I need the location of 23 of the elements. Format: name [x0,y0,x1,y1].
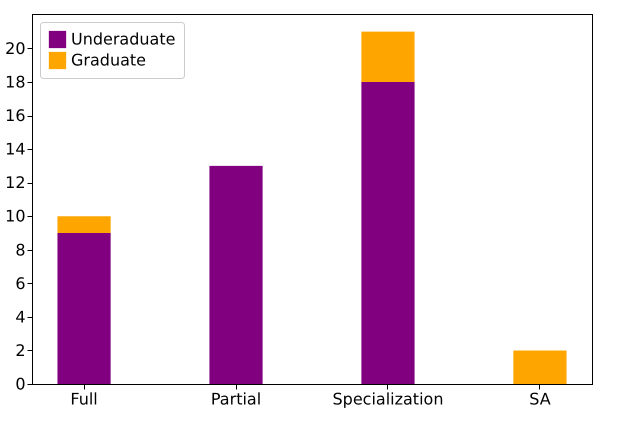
y-tick-label: 16 [5,106,26,126]
y-tick-label: 0 [15,374,26,394]
legend-label: Graduate [71,50,146,70]
bar [513,350,567,384]
y-tick-label: 2 [15,340,26,360]
bar [361,82,415,384]
y-tick-label: 18 [5,72,26,92]
x-tick-label: Specialization [332,390,444,408]
bar [361,32,415,82]
x-tick-label: SA [529,390,551,408]
x-tick-label: Partial [210,390,262,408]
bar [209,166,263,384]
y-tick-label: 20 [5,38,26,58]
legend-label: Underaduate [71,30,176,48]
y-tick-label: 14 [5,140,26,159]
x-tick-label: Full [70,390,98,408]
y-tick-label: 6 [15,274,26,293]
bar [57,216,111,233]
y-tick-label: 4 [15,307,26,326]
y-tick-label: 8 [15,240,26,260]
y-tick-label: 10 [5,206,26,226]
y-tick-label: 12 [5,173,26,192]
bar [57,232,111,384]
